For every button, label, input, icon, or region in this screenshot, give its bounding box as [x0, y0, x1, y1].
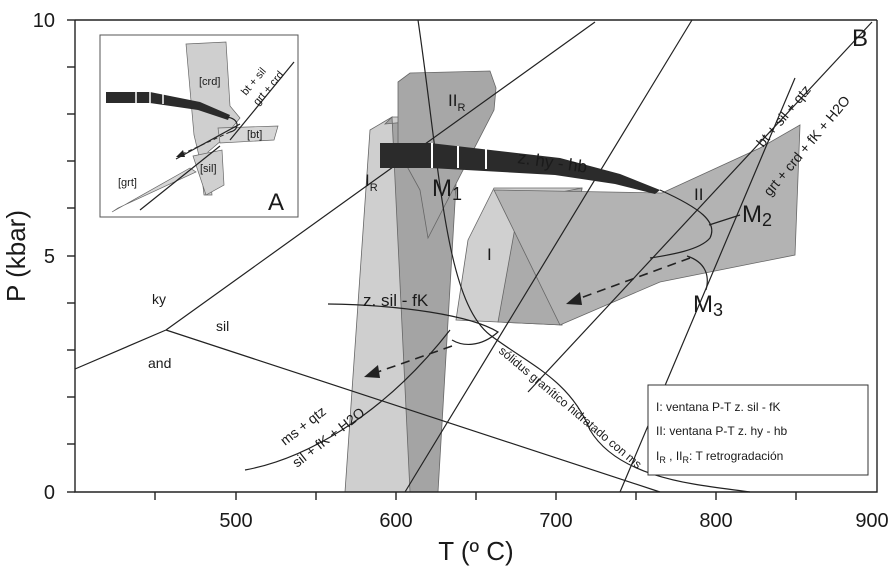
reaction-line-mid: [404, 19, 693, 493]
m-hook: [649, 189, 713, 259]
legend-line2: II: ventana P-T z. hy - hb: [656, 424, 788, 438]
x-tick-800: 800: [699, 510, 732, 532]
sil-fk-lens: [327, 303, 500, 345]
inset-label-bt: [bt]: [247, 129, 262, 141]
window-II: [493, 124, 801, 326]
hy-hb-band: [380, 143, 660, 194]
field-and: and: [148, 355, 171, 371]
x-ticks: [154, 492, 797, 500]
x-tick-500: 500: [219, 510, 252, 532]
ky-sil-line: [165, 21, 596, 331]
x-tick-700: 700: [539, 510, 572, 532]
ky-and-line: [74, 329, 167, 370]
x-tick-600: 600: [379, 510, 412, 532]
m3-leader: [686, 255, 708, 291]
field-ky: ky: [152, 291, 166, 307]
m2-label: M2: [742, 201, 772, 230]
m3-label: M3: [693, 291, 723, 320]
inset-a: [99, 34, 299, 218]
legend-line3: IR , IIR: T retrogradación: [656, 449, 783, 465]
inset-label-sil: [sil]: [200, 163, 217, 175]
bt-reaction-line: [527, 21, 873, 393]
window-I-label: I: [487, 245, 492, 264]
retro-arrow-1: [574, 257, 691, 301]
inset-panel-label-a: A: [268, 189, 284, 216]
y-ticks: [67, 19, 75, 493]
y-axis-label: P (kbar): [1, 210, 31, 302]
ms-qtz-curve: [244, 329, 451, 471]
x-tick-900: 900: [855, 510, 888, 532]
window-IR-label: IR: [365, 171, 378, 194]
retro-arrowhead-2: [364, 365, 380, 378]
legend-box: [647, 384, 869, 476]
window-II-label: II: [694, 185, 703, 204]
zone-sil-fk: z. sil - fK: [363, 291, 429, 310]
and-sil-line: [165, 329, 661, 493]
solidus-label: sólidus granítico hidratado con ms: [496, 344, 645, 472]
m2-leader: [708, 214, 741, 226]
y-tick-5: 5: [44, 246, 55, 268]
legend-line1: I: ventana P-T z. sil - fK: [656, 400, 781, 414]
y-tick-0: 0: [44, 482, 55, 504]
x-axis-label: T (º C): [438, 536, 513, 566]
retro-arrowhead-1: [566, 292, 582, 305]
inset-label-crd: [crd]: [199, 76, 220, 88]
y-tick-10: 10: [33, 10, 55, 32]
window-IIR-label: IIR: [448, 91, 465, 114]
panel-label-b: B: [852, 25, 868, 52]
field-sil: sil: [216, 318, 229, 334]
inset-label-grt: [grt]: [118, 177, 137, 189]
m1-label: M1: [432, 175, 462, 204]
